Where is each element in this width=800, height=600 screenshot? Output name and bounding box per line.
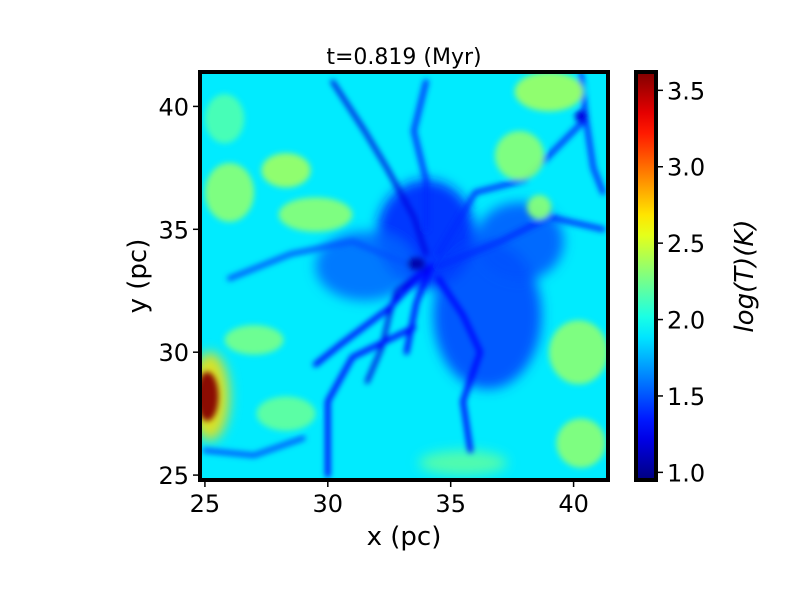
heatmap-region-29 (204, 94, 245, 144)
filament-8 (435, 214, 606, 269)
filament-5 (435, 276, 483, 453)
colorbar-label: log(T)(K) (730, 219, 760, 332)
x-axis: 25 30 35 40 (190, 480, 589, 518)
x-tick-label: 25 (190, 490, 221, 518)
heatmap-region-27 (256, 396, 316, 431)
filament-0 (330, 79, 429, 256)
colorbar: 1.0 1.5 2.0 2.5 3.0 3.5 (634, 70, 705, 487)
heatmap-region-25 (494, 130, 545, 181)
colorbar-tick-label: 1.5 (667, 383, 705, 411)
filament-3 (313, 271, 424, 367)
y-tick-label: 40 (158, 93, 189, 121)
filament-9 (578, 72, 606, 195)
colorbar-ticks: 1.0 1.5 2.0 2.5 3.0 3.5 (656, 77, 705, 487)
colorbar-frame (634, 70, 658, 482)
heatmap-region-17 (574, 110, 588, 123)
heatmap-region-21 (278, 197, 353, 232)
heatmap-region-28 (418, 450, 508, 476)
heatmap-region-26 (224, 325, 284, 355)
heatmap-region-20 (204, 162, 255, 222)
colorbar-label-text: log(T)(K) (730, 219, 760, 332)
y-tick-label: 35 (158, 216, 189, 244)
heatmap-area (200, 72, 608, 480)
heatmap-region-22 (526, 194, 552, 220)
y-axis: 25 30 35 40 (158, 93, 200, 490)
heatmap-region-23 (549, 320, 608, 385)
heatmap-region-14 (475, 202, 564, 281)
filament-10 (227, 239, 417, 281)
plot-frame (198, 70, 610, 482)
x-tick-label: 30 (313, 490, 344, 518)
colorbar-tick-label: 3.5 (667, 77, 705, 105)
colorbar-tick-label: 3.0 (667, 154, 705, 182)
heatmap-region-16 (407, 257, 425, 270)
heatmap-region-24 (556, 418, 606, 468)
colorbar-gradient (636, 72, 656, 480)
y-tick-label: 25 (158, 462, 189, 490)
colorbar-tick-label: 2.0 (667, 307, 705, 335)
heatmap-region-18 (261, 153, 311, 188)
heatmap-region-15 (315, 231, 414, 301)
x-tick-label: 35 (435, 490, 466, 518)
filament-7 (435, 116, 589, 257)
heatmap-features (200, 72, 608, 478)
filament-2 (404, 263, 434, 355)
heatmap-region-19 (514, 72, 584, 112)
y-axis-label: y (pc) (123, 239, 153, 314)
heatmap-region-30 (200, 371, 219, 422)
colorbar-tick-label: 1.0 (667, 459, 705, 487)
filament-6 (411, 79, 429, 232)
filament-11 (202, 435, 306, 458)
y-tick-label: 30 (158, 339, 189, 367)
colorbar-tick-label: 2.5 (667, 230, 705, 258)
chart-title: t=0.819 (Myr) (326, 45, 481, 70)
x-axis-label: x (pc) (367, 522, 442, 552)
x-tick-label: 40 (558, 490, 589, 518)
filament-4 (325, 325, 417, 478)
